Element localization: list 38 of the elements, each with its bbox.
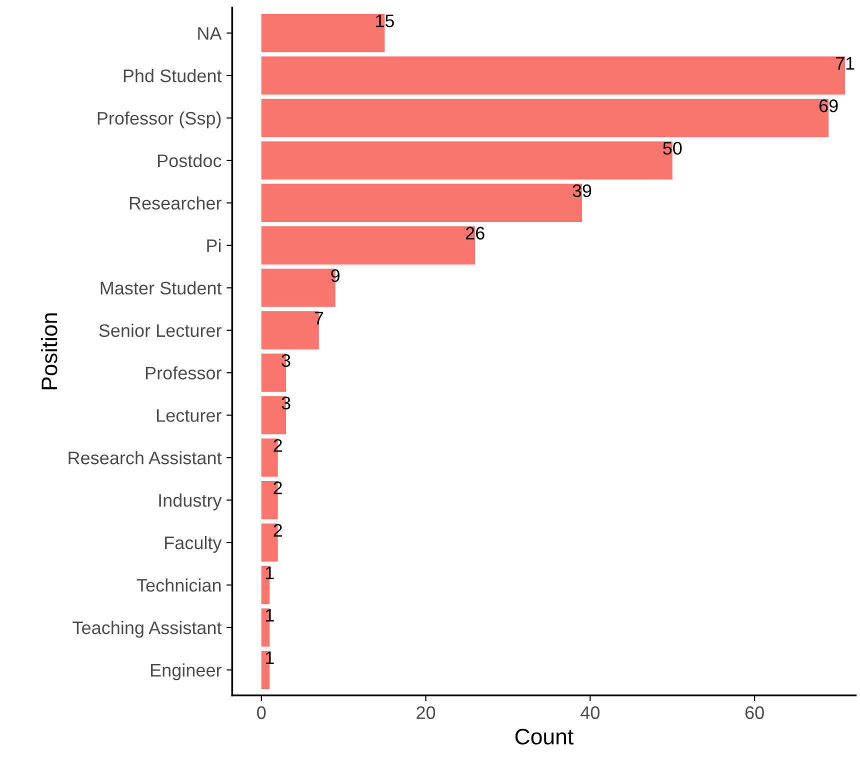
data-label: 50 xyxy=(663,142,682,155)
x-axis-title: Count xyxy=(515,728,574,745)
y-tick-label: Senior Lecturer xyxy=(99,324,222,337)
y-tick-label: Postdoc xyxy=(158,154,222,168)
data-label: 26 xyxy=(466,226,484,240)
data-label: 3 xyxy=(282,396,290,410)
data-label: 69 xyxy=(819,99,838,112)
y-tick-label: Professor (Ssp) xyxy=(98,111,221,128)
x-tick-label: 60 xyxy=(745,706,764,720)
data-label: 7 xyxy=(314,312,324,324)
y-tick-label: Research Assistant xyxy=(68,451,222,464)
data-label: 15 xyxy=(376,14,394,28)
y-tick-label: Engineer xyxy=(150,663,222,680)
data-label: 2 xyxy=(274,439,282,452)
y-tick-label: Industry xyxy=(159,494,222,510)
y-tick-label: Technician xyxy=(136,578,221,592)
data-label: 71 xyxy=(836,57,854,70)
y-tick-label: Faculty xyxy=(165,536,222,553)
data-label: 1 xyxy=(266,652,274,664)
data-label: 1 xyxy=(266,609,274,622)
y-tick-label: Professor xyxy=(146,366,222,380)
x-tick-label: 40 xyxy=(580,706,600,720)
data-label: 1 xyxy=(266,566,274,580)
data-label: 2 xyxy=(274,524,282,537)
y-tick-label: Teaching Assistant xyxy=(72,620,222,638)
y-axis-title: Position xyxy=(40,313,58,390)
y-tick-label: Master Student xyxy=(100,281,222,295)
data-label: 39 xyxy=(572,184,592,198)
y-tick-label: NA xyxy=(198,27,222,40)
data-label: 9 xyxy=(331,269,340,282)
y-tick-label: Lecturer xyxy=(157,409,222,422)
x-tick-label: 20 xyxy=(416,706,436,720)
x-tick-label: 0 xyxy=(257,706,266,720)
data-label: 3 xyxy=(282,354,290,367)
y-tick-label: Researcher xyxy=(130,196,222,210)
y-tick-label: Pi xyxy=(207,238,221,252)
data-label: 2 xyxy=(274,482,282,494)
y-tick-label: Phd Student xyxy=(124,68,222,82)
